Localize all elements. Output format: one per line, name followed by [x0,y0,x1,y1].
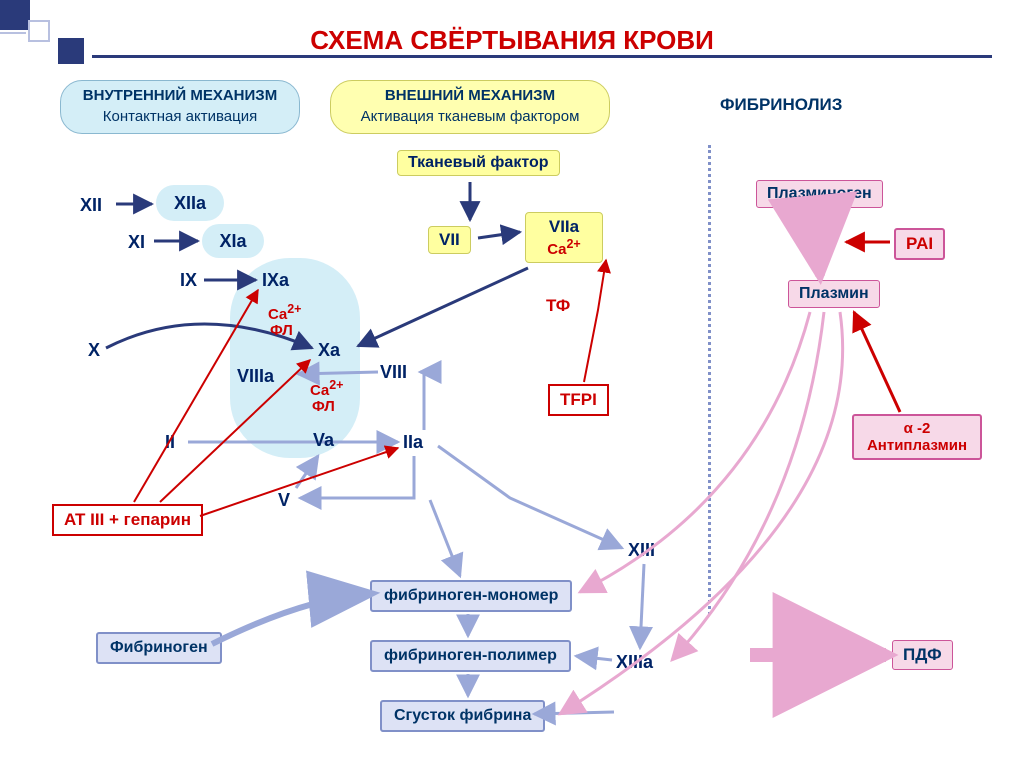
factor-v: V [278,490,290,511]
header-intrinsic-l2: Контактная активация [67,106,293,127]
plasminogen-box: Плазминоген [756,180,883,208]
factor-viia: VIIa [534,217,594,237]
factor-ixa-inside: IXa [262,270,289,291]
factor-va: Va [313,430,334,451]
column-separator [708,145,711,615]
pai-box: PAI [894,228,945,260]
complex-oval [230,258,360,458]
factor-xiia: XIIa [156,185,224,221]
factor-x: X [88,340,100,361]
fibrinogen-box: Фибриноген [96,632,222,664]
factor-xii: XII [80,195,102,216]
fl-upper: ФЛ [270,322,293,339]
tfpi-box: TFPI [548,384,609,416]
a2ap-l2: Антиплазмин [864,437,970,454]
fl-mid: ФЛ [312,398,335,415]
factor-iia: IIa [403,432,423,453]
ca-upper: Ca2+ [268,302,301,323]
at3-heparin-box: AT III + гепарин [52,504,203,536]
header-extrinsic-l2: Активация тканевым фактором [337,106,603,127]
header-intrinsic-l1: ВНУТРЕННИЙ МЕХАНИЗМ [67,85,293,106]
a2ap-l1: α -2 [864,420,970,437]
factor-xiii: XIII [628,540,655,561]
factor-xi: XI [128,232,145,253]
ca-ext: Ca2+ [534,237,594,258]
ca-mid: Ca2+ [310,378,343,399]
tf-label: ТФ [546,296,570,316]
factor-xa: Xa [318,340,340,361]
factor-viii: VIII [380,362,407,383]
pdf-box: ПДФ [892,640,953,670]
factor-vii: VII [428,226,471,254]
factor-ii: II [165,432,175,453]
header-extrinsic: ВНЕШНИЙ МЕХАНИЗМ Активация тканевым факт… [330,80,610,134]
fibrinogen-polymer-box: фибриноген-полимер [370,640,571,672]
plasmin-box: Плазмин [788,280,880,308]
alpha2-antiplasmin-box: α -2 Антиплазмин [852,414,982,460]
header-fibrinolysis: ФИБРИНОЛИЗ [720,95,842,115]
header-intrinsic: ВНУТРЕННИЙ МЕХАНИЗМ Контактная активация [60,80,300,134]
factor-xiiia: XIIIa [616,652,653,673]
header-extrinsic-l1: ВНЕШНИЙ МЕХАНИЗМ [337,85,603,106]
fibrinogen-monomer-box: фибриноген-мономер [370,580,572,612]
fibrin-clot-box: Сгусток фибрина [380,700,545,732]
factor-xia: XIa [202,224,264,258]
viia-complex: VIIa Ca2+ [525,212,603,263]
tissue-factor-box: Тканевый фактор [397,150,560,176]
factor-viiia: VIIIa [237,366,274,387]
factor-ix: IX [180,270,197,291]
diagram-title: СХЕМА СВЁРТЫВАНИЯ КРОВИ [0,25,1024,56]
